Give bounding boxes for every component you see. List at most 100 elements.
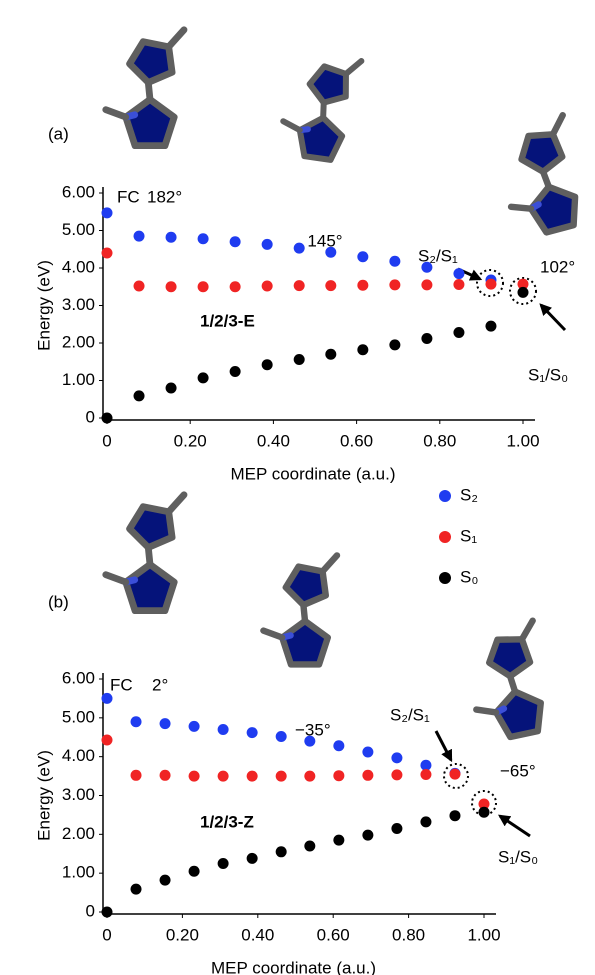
point (421, 333, 432, 344)
point (131, 716, 142, 727)
point (304, 771, 315, 782)
x-tick-label: 0.40 (241, 925, 274, 944)
annotation: S₂/S₁ (390, 705, 430, 724)
point (325, 349, 336, 360)
annotation: 1/2/3-Z (200, 812, 254, 831)
point (389, 256, 400, 267)
point (362, 830, 373, 841)
point (262, 281, 273, 292)
y-tick-label: 0 (86, 407, 95, 426)
point (391, 823, 402, 834)
point (102, 693, 113, 704)
x-tick-label: 0.20 (174, 431, 207, 450)
x-axis-title: MEP coordinate (a.u.) (230, 464, 395, 483)
y-tick-label: 0 (86, 901, 95, 920)
figure: 01.002.003.004.005.006.0000.200.400.600.… (0, 0, 595, 975)
x-tick-label: 0.40 (257, 431, 290, 450)
point (102, 734, 113, 745)
molecule (106, 30, 184, 146)
annotation: FC (110, 675, 133, 694)
point (160, 770, 171, 781)
point (362, 770, 373, 781)
molecule (492, 115, 591, 239)
annotation: 182° (147, 187, 182, 206)
point (485, 279, 496, 290)
annotation: S₁/S₀ (528, 365, 568, 384)
point (357, 280, 368, 291)
point (389, 339, 400, 350)
y-tick-label: 2.00 (62, 824, 95, 843)
y-axis-title: Energy (eV) (34, 260, 53, 351)
annotation: 1/2/3-E (200, 311, 255, 330)
point (166, 232, 177, 243)
x-tick-label: 0.60 (317, 925, 350, 944)
point (102, 413, 113, 424)
x-tick-label: 1.00 (506, 431, 539, 450)
point (198, 281, 209, 292)
y-tick-label: 4.00 (62, 257, 95, 276)
arrow (500, 816, 530, 836)
x-axis-title: MEP coordinate (a.u.) (211, 958, 376, 975)
point (453, 327, 464, 338)
point (218, 771, 229, 782)
point (102, 207, 113, 218)
x-tick-label: 0.80 (392, 925, 425, 944)
point (198, 233, 209, 244)
point (449, 769, 460, 780)
point (391, 752, 402, 763)
legend-label: S₂ (460, 485, 478, 504)
point (134, 231, 145, 242)
point (389, 279, 400, 290)
molecule (461, 621, 556, 743)
arrow (436, 731, 451, 760)
point (325, 280, 336, 291)
x-tick-label: 0 (102, 925, 111, 944)
y-tick-label: 1.00 (62, 863, 95, 882)
point (230, 366, 241, 377)
annotation: 145° (307, 231, 342, 250)
point (247, 853, 258, 864)
y-tick-label: 2.00 (62, 332, 95, 351)
point (189, 771, 200, 782)
point (189, 721, 200, 732)
callouts (436, 269, 565, 836)
arrow (541, 305, 565, 330)
point (166, 383, 177, 394)
point (160, 875, 171, 886)
legend-label: S₀ (460, 567, 478, 586)
annotation: (b) (48, 592, 69, 611)
point (449, 810, 460, 821)
legend-label: S₁ (460, 526, 477, 545)
y-tick-label: 3.00 (62, 295, 95, 314)
annotation: S₂/S₁ (418, 246, 458, 265)
point (294, 280, 305, 291)
annotation: (a) (48, 124, 69, 143)
point (333, 770, 344, 781)
point (357, 344, 368, 355)
point (198, 372, 209, 383)
annotation: S₁/S₀ (498, 847, 538, 866)
point (102, 248, 113, 259)
point (131, 770, 142, 781)
annotation: FC (117, 187, 140, 206)
point (333, 740, 344, 751)
point (294, 354, 305, 365)
point (276, 846, 287, 857)
y-tick-label: 1.00 (62, 370, 95, 389)
y-tick-label: 6.00 (62, 668, 95, 687)
molecule (263, 555, 337, 664)
legend-marker (439, 531, 451, 543)
point (304, 840, 315, 851)
y-tick-label: 3.00 (62, 785, 95, 804)
annotation: 102° (540, 257, 575, 276)
point (230, 281, 241, 292)
point (160, 718, 171, 729)
annotation: −35° (295, 720, 331, 739)
point (134, 390, 145, 401)
point (262, 239, 273, 250)
molecule (106, 495, 184, 611)
point (421, 279, 432, 290)
annotation: 2° (152, 675, 168, 694)
legend-marker (439, 572, 451, 584)
point (362, 747, 373, 758)
